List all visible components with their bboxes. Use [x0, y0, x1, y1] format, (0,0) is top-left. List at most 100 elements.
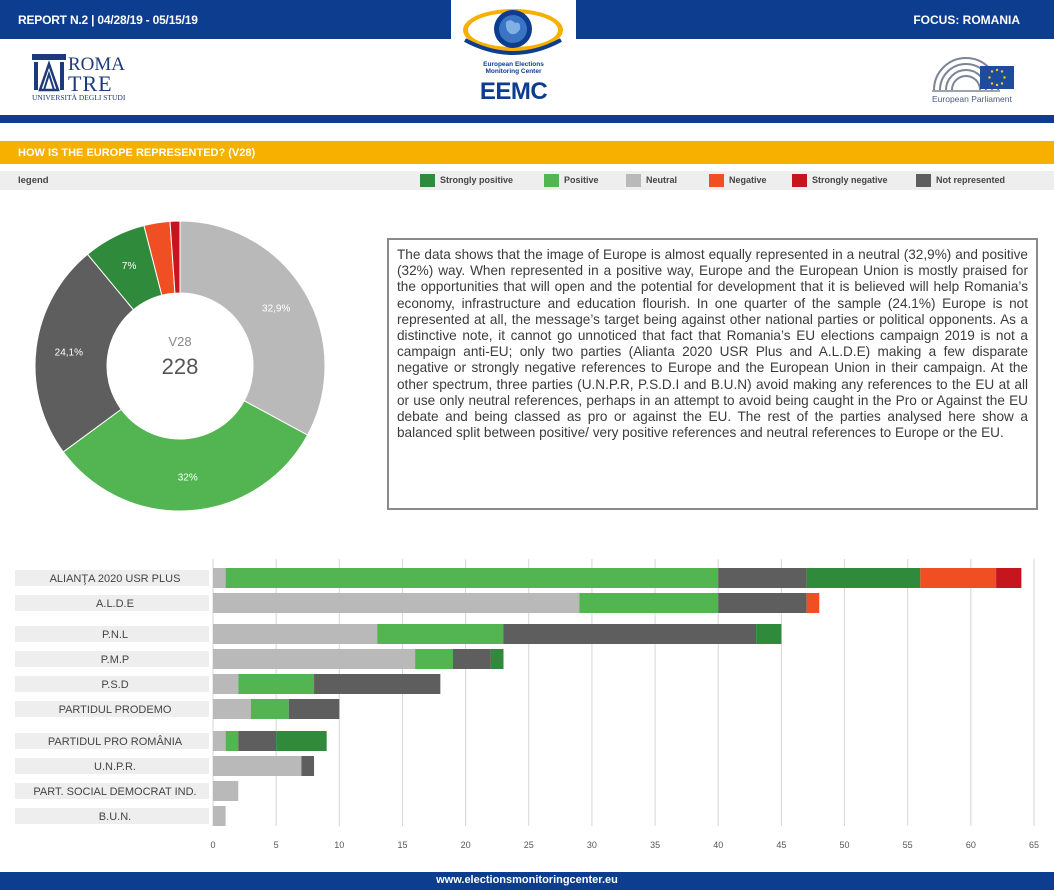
x-tick-label: 5 [274, 840, 279, 850]
bar-segment-not-represented [718, 568, 807, 588]
category-label-bg [15, 783, 209, 799]
x-tick-label: 50 [840, 840, 850, 850]
bar-segment-neutral [213, 699, 251, 719]
x-tick-label: 60 [966, 840, 976, 850]
category-label-bg [15, 595, 209, 611]
footer-url: www.electionsmonitoringcenter.eu [436, 874, 618, 886]
eemc-title: EEMC [479, 78, 548, 105]
bar-segment-neutral [213, 756, 302, 776]
donut-center-label: V28 [168, 334, 191, 349]
legend-swatch [916, 174, 931, 187]
pie-slice-label: 24,1% [55, 347, 83, 358]
pie-slice-positive [62, 400, 309, 512]
bar-segment-not-represented [452, 649, 491, 669]
x-tick-label: 35 [650, 840, 660, 850]
category-label-bg [15, 651, 209, 667]
bar-segment-strongly-negative [996, 568, 1022, 588]
x-tick-label: 10 [334, 840, 344, 850]
category-label: B.U.N. [99, 811, 131, 823]
pie-slice-not-represented [34, 253, 135, 453]
eemc-line1: European Elections [483, 61, 544, 68]
category-label: ALIANŢA 2020 USR PLUS [50, 573, 181, 585]
category-label-bg [15, 733, 209, 749]
bar-segment-positive [250, 699, 289, 719]
bar-segment-not-represented [718, 593, 807, 613]
legend-swatch [420, 174, 435, 187]
legend-label: Strongly positive [440, 175, 514, 185]
bar-segment-not-represented [314, 674, 441, 694]
category-label-bg [15, 808, 209, 824]
x-tick-label: 40 [713, 840, 723, 850]
category-label: P.N.L [102, 629, 128, 641]
bar-segment-neutral [213, 781, 239, 801]
european-parliament-label: European Parliament [932, 94, 1012, 104]
section-title: HOW IS THE EUROPE REPRESENTED? (V28) [18, 147, 256, 159]
bar-segment-positive [225, 568, 719, 588]
legend-bar: legend Strongly positive Positive Neutra… [0, 171, 1054, 190]
focus-label: FOCUS: ROMANIA [913, 13, 1020, 27]
bar-segment-strongly-positive [806, 568, 921, 588]
bar-segment-strongly-positive [490, 649, 504, 669]
bar-segment-neutral [213, 593, 580, 613]
bar-segment-negative [920, 568, 997, 588]
bar-segment-not-represented [503, 624, 757, 644]
bar-segment-strongly-positive [276, 731, 327, 751]
summary-text: The data shows that the image of Europe … [397, 247, 1028, 441]
bar-segment-not-represented [301, 756, 315, 776]
bar-segment-not-represented [288, 699, 340, 719]
parliament-hemicycle-icon [932, 57, 1014, 92]
donut-chart: 32,9% 32% 24,1% 7% V28 228 [34, 220, 326, 512]
legend-label: Strongly negative [812, 175, 888, 185]
bar-segment-positive [579, 593, 719, 613]
roma-text: ROMA [68, 54, 126, 75]
category-label-bg [15, 701, 209, 717]
bar-segment-neutral [213, 806, 226, 826]
category-label-bg [15, 758, 209, 774]
category-label: U.N.P.R. [94, 761, 136, 773]
category-label: P.S.D [101, 679, 128, 691]
bar-segment-strongly-positive [756, 624, 782, 644]
section-header: HOW IS THE EUROPE REPRESENTED? (V28) [0, 141, 1054, 164]
legend-label: Negative [729, 175, 767, 185]
x-tick-label: 65 [1029, 840, 1039, 850]
pie-slice-strongly-negative [169, 220, 181, 294]
category-label-bg [15, 626, 209, 642]
x-tick-label: 0 [210, 840, 215, 850]
x-tick-label: 20 [461, 840, 471, 850]
bar-segment-neutral [213, 731, 226, 751]
x-tick-label: 45 [776, 840, 786, 850]
bar-segment-neutral [213, 674, 239, 694]
eemc-eye-icon [451, 0, 576, 94]
category-label: PART. SOCIAL DEMOCRAT IND. [33, 786, 196, 798]
legend-title: legend [18, 175, 49, 186]
pie-slice-label: 32% [178, 473, 198, 484]
university-text: UNIVERSITÀ DEGLI STUDI [32, 93, 126, 102]
eemc-line2: Monitoring Center [485, 68, 542, 75]
header-divider [0, 115, 1054, 123]
legend-swatch [792, 174, 807, 187]
bar-segment-positive [238, 674, 315, 694]
bar-segment-positive [415, 649, 453, 669]
category-label: PARTIDUL PRODEMO [59, 704, 172, 716]
bar-segment-negative [806, 593, 820, 613]
legend-swatch [544, 174, 559, 187]
legend-label: Positive [564, 175, 599, 185]
bar-segment-neutral [213, 649, 416, 669]
category-label-bg [15, 570, 209, 586]
legend-label: Neutral [646, 175, 678, 185]
donut-center-value: 228 [162, 354, 199, 379]
roma-tre-logo: ROMA TRE UNIVERSITÀ DEGLI STUDI [30, 54, 130, 104]
category-label-bg [15, 676, 209, 692]
footer-bar: www.electionsmonitoringcenter.eu [0, 872, 1054, 890]
eemc-subtitle: European Elections Monitoring Center [451, 61, 576, 75]
x-tick-label: 30 [587, 840, 597, 850]
legend-swatch [709, 174, 724, 187]
pie-slice-label: 7% [122, 261, 137, 272]
pie-slice-label: 32,9% [262, 304, 290, 315]
bar-segment-positive [225, 731, 239, 751]
category-label: A.L.D.E [96, 598, 134, 610]
bar-segment-positive [377, 624, 504, 644]
european-parliament-logo: European Parliament [928, 48, 1018, 108]
legend-label: Not represented [936, 175, 1006, 185]
x-tick-label: 55 [903, 840, 913, 850]
